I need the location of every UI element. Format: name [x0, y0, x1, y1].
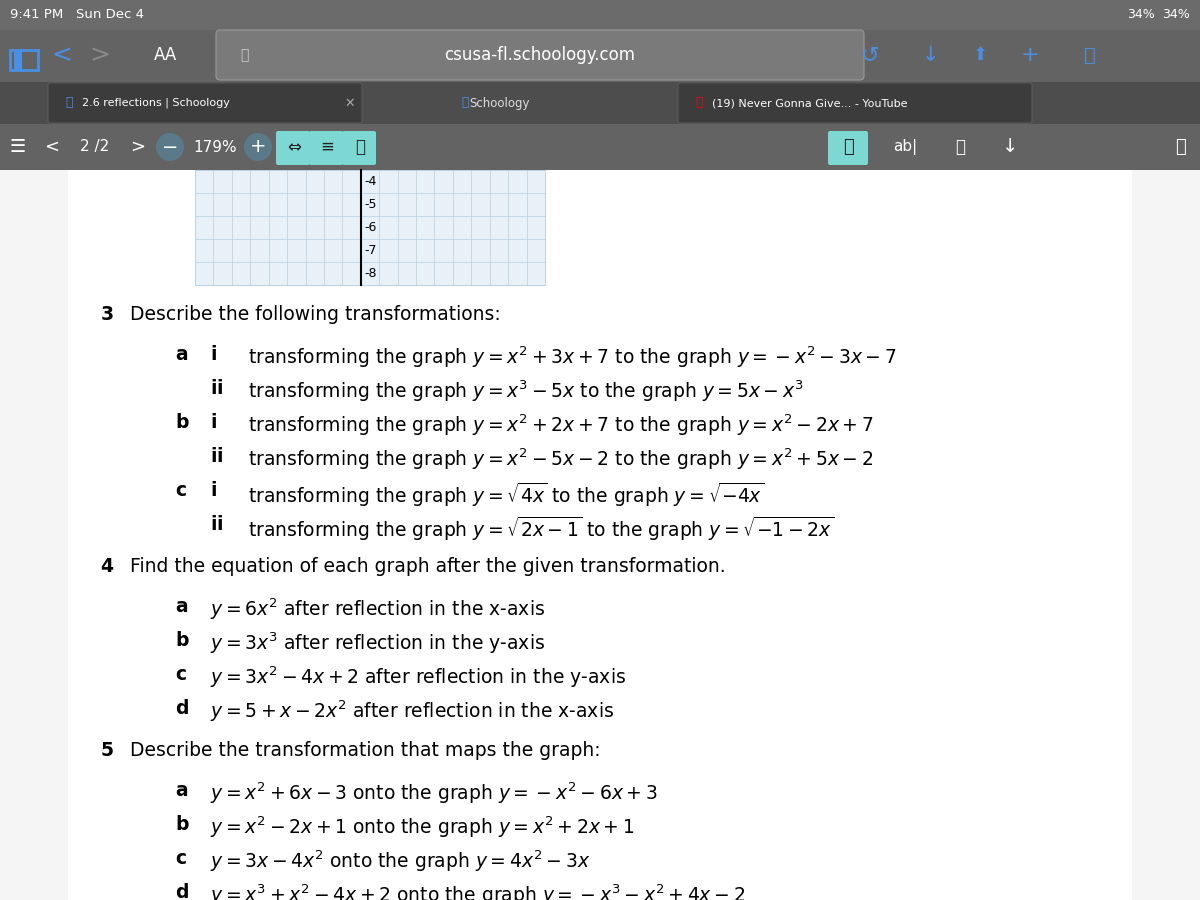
Text: >: >	[90, 43, 110, 67]
Text: -7: -7	[365, 244, 377, 257]
Text: $\mathbf{c}$: $\mathbf{c}$	[175, 481, 187, 500]
Text: $y = 3x - 4x^2$ onto the graph $y = 4x^2 - 3x$: $y = 3x - 4x^2$ onto the graph $y = 4x^2…	[210, 849, 590, 875]
Circle shape	[244, 133, 272, 161]
Text: Find the equation of each graph after the given transformation.: Find the equation of each graph after th…	[130, 557, 726, 576]
Text: 🔴: 🔴	[695, 96, 702, 110]
Circle shape	[156, 133, 184, 161]
Text: +: +	[1021, 45, 1039, 65]
Text: $\mathbf{i}$: $\mathbf{i}$	[210, 413, 217, 432]
Text: 34%: 34%	[1163, 8, 1190, 22]
Text: $y = 3x^2 - 4x + 2$ after reflection in the y-axis: $y = 3x^2 - 4x + 2$ after reflection in …	[210, 665, 626, 690]
Text: $\mathbf{3}$: $\mathbf{3}$	[100, 305, 114, 324]
Text: $y = 3x^3$ after reflection in the y-axis: $y = 3x^3$ after reflection in the y-axi…	[210, 631, 545, 656]
Text: transforming the graph $y = x^3 - 5x$ to the graph $y = 5x - x^3$: transforming the graph $y = x^3 - 5x$ to…	[248, 379, 804, 404]
Text: $\mathbf{ii}$: $\mathbf{ii}$	[210, 379, 223, 398]
Bar	[10, 50, 38, 70]
Text: 9:41 PM   Sun Dec 4: 9:41 PM Sun Dec 4	[10, 8, 144, 22]
Text: 179%: 179%	[193, 140, 236, 155]
Text: -5: -5	[365, 198, 377, 211]
Text: transforming the graph $y = \sqrt{2x-1}$ to the graph $y = \sqrt{-1-2x}$: transforming the graph $y = \sqrt{2x-1}$…	[248, 515, 834, 543]
Text: Describe the following transformations:: Describe the following transformations:	[130, 305, 500, 324]
Text: (19) Never Gonna Give... - YouTube: (19) Never Gonna Give... - YouTube	[712, 98, 907, 108]
Text: -8: -8	[365, 267, 377, 280]
Text: $\mathbf{5}$: $\mathbf{5}$	[100, 741, 114, 760]
Text: $y = 5 + x - 2x^2$ after reflection in the x-axis: $y = 5 + x - 2x^2$ after reflection in t…	[210, 699, 614, 725]
Text: $\mathbf{ii}$: $\mathbf{ii}$	[210, 447, 223, 466]
Text: transforming the graph $y = x^2 + 2x + 7$ to the graph $y = x^2 - 2x + 7$: transforming the graph $y = x^2 + 2x + 7…	[248, 413, 874, 438]
Text: >: >	[131, 138, 145, 156]
Text: $y = x^2 - 2x + 1$ onto the graph $y = x^2 + 2x + 1$: $y = x^2 - 2x + 1$ onto the graph $y = x…	[210, 815, 635, 841]
FancyBboxPatch shape	[342, 131, 376, 165]
Text: ab|: ab|	[893, 139, 917, 155]
Bar	[194, 170, 545, 285]
Text: ✕: ✕	[344, 96, 355, 110]
Text: +: +	[250, 138, 266, 157]
Text: $\mathbf{c}$: $\mathbf{c}$	[175, 665, 187, 684]
Text: $\mathbf{ii}$: $\mathbf{ii}$	[210, 515, 223, 534]
Text: $y = 6x^2$ after reflection in the x-axis: $y = 6x^2$ after reflection in the x-axi…	[210, 597, 545, 623]
Text: 2 /2: 2 /2	[80, 140, 109, 155]
Text: 🔒: 🔒	[240, 48, 248, 62]
Bar	[0, 170, 1200, 900]
Text: −: −	[162, 138, 178, 157]
Text: $\mathbf{b}$: $\mathbf{b}$	[175, 631, 190, 650]
FancyBboxPatch shape	[310, 131, 343, 165]
Text: ⧉: ⧉	[1084, 46, 1096, 65]
Text: ↓: ↓	[1002, 138, 1018, 157]
Text: $\mathbf{d}$: $\mathbf{d}$	[175, 699, 188, 718]
Text: -4: -4	[365, 175, 377, 188]
Text: $\mathbf{d}$: $\mathbf{d}$	[175, 883, 188, 900]
Text: ⤢: ⤢	[355, 138, 365, 156]
Text: $\mathbf{b}$: $\mathbf{b}$	[175, 413, 190, 432]
Text: ✋: ✋	[842, 138, 853, 156]
Text: 🔍: 🔍	[1175, 138, 1186, 156]
Text: ↺: ↺	[860, 45, 880, 65]
Text: <: <	[44, 138, 60, 156]
Text: Ⓢ: Ⓢ	[461, 96, 469, 110]
Bar	[0, 82, 1200, 124]
Bar	[0, 124, 1200, 170]
Text: Ⓢ: Ⓢ	[65, 96, 72, 110]
Text: Schoology: Schoology	[469, 96, 530, 110]
Text: ≡: ≡	[320, 138, 334, 156]
Text: ⬆: ⬆	[972, 46, 988, 64]
Text: transforming the graph $y = x^2 - 5x - 2$ to the graph $y = x^2 + 5x - 2$: transforming the graph $y = x^2 - 5x - 2…	[248, 447, 874, 473]
Text: $\mathbf{a}$: $\mathbf{a}$	[175, 345, 188, 364]
Text: $\mathbf{4}$: $\mathbf{4}$	[100, 557, 114, 576]
Text: transforming the graph $y = \sqrt{4x}$ to the graph $y = \sqrt{-4x}$: transforming the graph $y = \sqrt{4x}$ t…	[248, 481, 764, 509]
Bar	[0, 0, 1200, 30]
Text: ↓: ↓	[922, 45, 938, 65]
Text: <: <	[52, 43, 72, 67]
FancyBboxPatch shape	[48, 83, 362, 123]
Text: transforming the graph $y = x^2 + 3x + 7$ to the graph $y = -x^2 - 3x - 7$: transforming the graph $y = x^2 + 3x + 7…	[248, 345, 896, 371]
Text: ⇔: ⇔	[287, 138, 301, 156]
Text: Describe the transformation that maps the graph:: Describe the transformation that maps th…	[130, 741, 601, 760]
Bar	[68, 170, 1132, 900]
Text: $\mathbf{i}$: $\mathbf{i}$	[210, 481, 217, 500]
Bar	[0, 30, 1200, 82]
Text: $\mathbf{a}$: $\mathbf{a}$	[175, 781, 188, 800]
Bar	[14, 50, 22, 70]
Text: ⎙: ⎙	[955, 138, 965, 156]
FancyBboxPatch shape	[828, 131, 868, 165]
Text: $y = x^2 + 6x - 3$ onto the graph $y = -x^2 - 6x + 3$: $y = x^2 + 6x - 3$ onto the graph $y = -…	[210, 781, 658, 806]
Text: ☰: ☰	[10, 138, 26, 156]
Text: AA: AA	[154, 46, 176, 64]
FancyBboxPatch shape	[276, 131, 310, 165]
FancyBboxPatch shape	[678, 83, 1032, 123]
Text: 34%: 34%	[1127, 8, 1154, 22]
Text: $\mathbf{a}$: $\mathbf{a}$	[175, 597, 188, 616]
FancyBboxPatch shape	[216, 30, 864, 80]
Text: $\mathbf{b}$: $\mathbf{b}$	[175, 815, 190, 834]
Text: $y = x^3 + x^2 - 4x + 2$ onto the graph $y = -x^3 - x^2 + 4x - 2$: $y = x^3 + x^2 - 4x + 2$ onto the graph …	[210, 883, 745, 900]
Text: csusa-fl.schoology.com: csusa-fl.schoology.com	[444, 46, 636, 64]
Text: $\mathbf{c}$: $\mathbf{c}$	[175, 849, 187, 868]
Text: -6: -6	[365, 221, 377, 234]
Text: $\mathbf{i}$: $\mathbf{i}$	[210, 345, 217, 364]
Text: 2.6 reflections | Schoology: 2.6 reflections | Schoology	[82, 98, 230, 108]
